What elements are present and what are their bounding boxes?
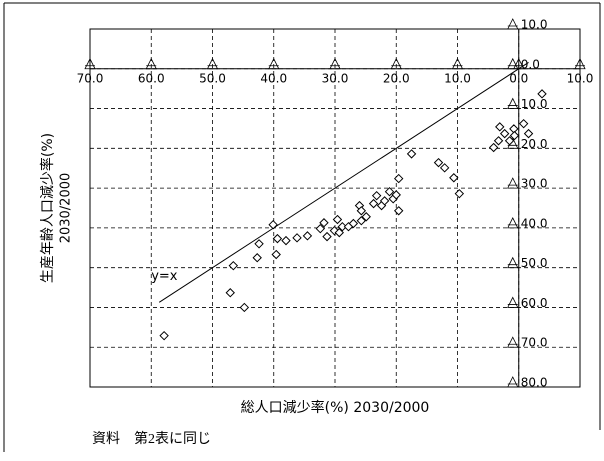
x-tick-label: 0.0 <box>509 71 528 85</box>
x-tick-label: 10.0 <box>444 71 471 85</box>
x-tick-mark <box>145 57 157 70</box>
point <box>439 163 450 173</box>
point <box>315 223 326 234</box>
point <box>504 136 515 146</box>
y-tick-label: 40.0 <box>521 216 548 230</box>
y-tick-label: 20.0 <box>521 137 548 151</box>
point <box>159 330 169 341</box>
point <box>348 218 359 229</box>
point <box>268 219 278 230</box>
point <box>391 190 401 200</box>
y-tick-mark <box>507 18 519 30</box>
x-tick-mark <box>84 57 96 70</box>
point <box>356 216 367 226</box>
point <box>356 206 367 216</box>
point <box>499 128 510 139</box>
point <box>371 190 382 201</box>
point <box>319 218 329 228</box>
point <box>454 188 465 199</box>
y-axis-label: 生産年齢人口減少率(%) <box>39 133 56 283</box>
y-axis-label-sub: 2030/2000 <box>59 173 74 244</box>
y-tick-mark <box>507 97 519 109</box>
point <box>393 206 404 216</box>
point <box>523 128 534 139</box>
y-tick-mark <box>507 256 519 269</box>
x-tick-mark <box>268 57 280 70</box>
point <box>239 302 250 313</box>
y-tick-label: 60.0 <box>521 296 548 310</box>
point <box>379 196 390 206</box>
point <box>332 214 343 225</box>
x-tick-label: 50.0 <box>199 71 226 85</box>
point <box>509 130 520 141</box>
y-tick-mark <box>507 336 519 348</box>
x-tick-label: 70.0 <box>77 71 104 85</box>
y-tick-label: 30.0 <box>521 177 548 191</box>
y-tick-label: 10.0 <box>521 18 548 32</box>
point <box>433 157 444 168</box>
point <box>334 227 344 238</box>
x-tick-mark <box>206 57 219 70</box>
point <box>292 233 302 243</box>
point <box>493 136 504 146</box>
y-tick-label: 80.0 <box>521 376 548 390</box>
point <box>228 260 239 271</box>
x-tick-mark <box>574 57 586 70</box>
point <box>449 173 459 183</box>
y-tick-label: 10.0 <box>521 97 548 111</box>
y-tick-label: 50.0 <box>521 256 548 270</box>
point <box>252 253 262 263</box>
y-tick-mark <box>507 57 519 70</box>
point <box>322 231 332 242</box>
point <box>518 118 529 129</box>
x-tick-label: 30.0 <box>322 71 349 85</box>
point <box>406 149 417 159</box>
point <box>384 186 395 197</box>
x-tick-label: 40.0 <box>260 71 287 85</box>
point <box>337 221 348 232</box>
point <box>393 173 404 184</box>
point <box>488 142 499 153</box>
x-tick-mark <box>451 57 464 70</box>
point <box>272 233 283 244</box>
x-tick-label: 20.0 <box>383 71 410 85</box>
x-axis-label: 総人口減少率(%) 2030/2000 <box>241 399 430 416</box>
reference-line <box>158 61 529 303</box>
y-tick-label: 0.0 <box>521 57 540 71</box>
point <box>254 239 264 249</box>
point <box>281 235 291 246</box>
x-tick-label: 10.0 <box>567 71 594 85</box>
point <box>361 212 371 222</box>
point <box>225 288 235 298</box>
x-tick-label: 60.0 <box>138 71 165 85</box>
y-tick-mark <box>507 376 519 388</box>
point <box>271 249 281 260</box>
reference-line-label: y=x <box>151 269 178 284</box>
point <box>329 225 340 236</box>
point <box>302 231 313 241</box>
point <box>495 122 505 132</box>
y-tick-label: 70.0 <box>521 336 548 350</box>
note: 資料 第2表に同じ <box>92 430 211 447</box>
point <box>368 198 379 209</box>
x-tick-mark <box>390 57 402 70</box>
y-tick-mark <box>507 296 519 308</box>
y-tick-mark <box>507 177 519 189</box>
x-tick-mark <box>329 57 341 70</box>
point <box>537 89 547 99</box>
y-tick-mark <box>507 216 519 229</box>
